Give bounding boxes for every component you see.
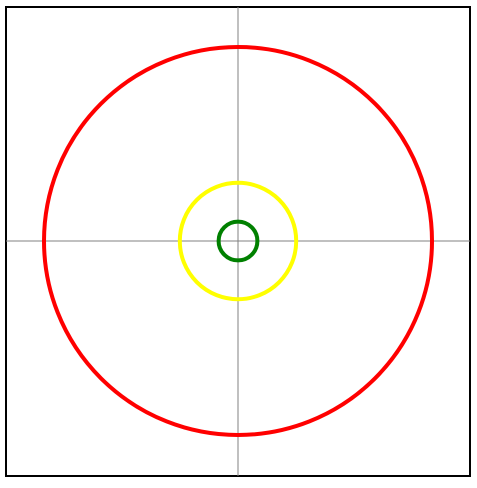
inner-circle	[216, 219, 260, 263]
middle-circle	[177, 180, 299, 302]
circle-group	[42, 45, 434, 437]
outer-circle	[42, 45, 434, 437]
